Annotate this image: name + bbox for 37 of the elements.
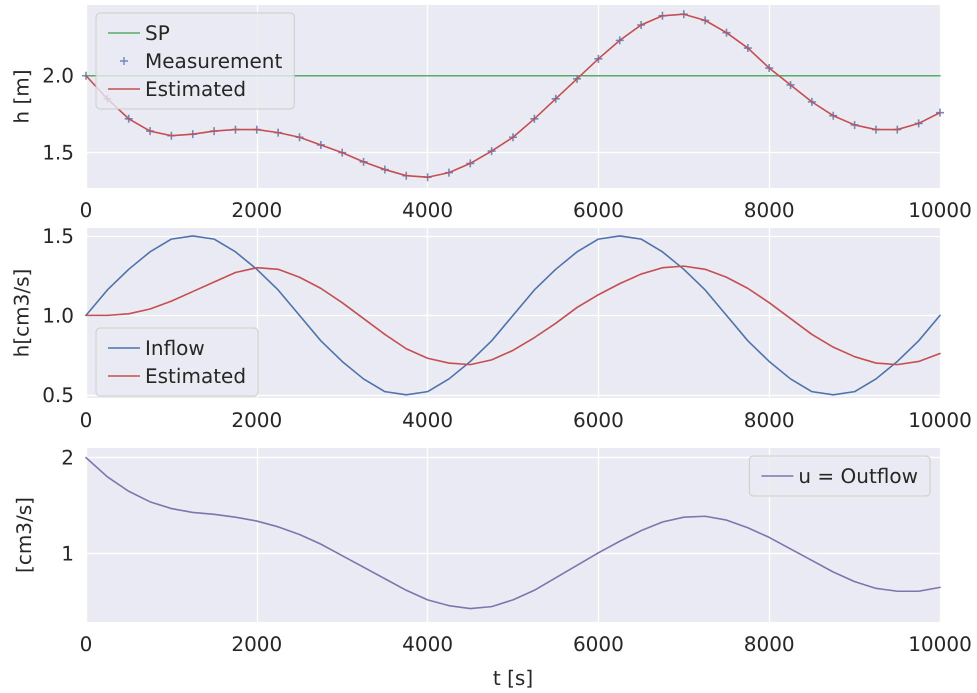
x-tick-label: 2000 — [231, 408, 282, 432]
x-axis-title: t [s] — [492, 666, 534, 690]
legend-label: Estimated — [145, 364, 246, 388]
y-tick-label: 2.0 — [42, 64, 74, 88]
x-tick-label: 8000 — [744, 408, 795, 432]
line-series — [85, 456, 941, 610]
legend-label: SP — [145, 21, 170, 45]
x-tick-label: 4000 — [402, 408, 454, 432]
x-tick-label: 6000 — [572, 632, 624, 656]
line-series — [85, 265, 941, 366]
y-tick-label: 0.5 — [42, 382, 74, 407]
legend-label: Inflow — [145, 336, 205, 360]
y-tick-label: 1.5 — [42, 224, 74, 248]
legend-label: Measurement — [145, 49, 282, 73]
x-tick-label: 4000 — [402, 198, 454, 222]
y-tick-label: 1.5 — [42, 140, 74, 165]
legend-label: Estimated — [145, 77, 246, 101]
x-tick-label: 0 — [80, 632, 92, 656]
x-tick-label: 6000 — [572, 198, 624, 222]
x-tick-label: 10000 — [908, 408, 972, 432]
x-tick-label: 0 — [80, 408, 92, 432]
legend-label: u = Outflow — [798, 464, 918, 488]
x-tick-label: 4000 — [402, 632, 454, 656]
y-tick-label: 2 — [61, 446, 74, 470]
y-axis-title: [cm3/s] — [12, 497, 36, 573]
x-tick-label: 2000 — [231, 198, 282, 222]
x-tick-label: 10000 — [908, 198, 972, 222]
x-tick-label: 6000 — [572, 408, 624, 432]
y-tick-label: 1.0 — [42, 303, 74, 328]
x-tick-label: 10000 — [908, 632, 972, 656]
x-tick-label: 0 — [80, 198, 92, 222]
x-tick-label: 8000 — [744, 198, 795, 222]
x-tick-label: 2000 — [231, 632, 282, 656]
y-tick-label: 1 — [61, 542, 74, 566]
x-tick-label: 8000 — [744, 632, 795, 656]
y-axis-title: h[cm3/s] — [9, 268, 34, 358]
y-axis-title: h [m] — [9, 69, 34, 124]
